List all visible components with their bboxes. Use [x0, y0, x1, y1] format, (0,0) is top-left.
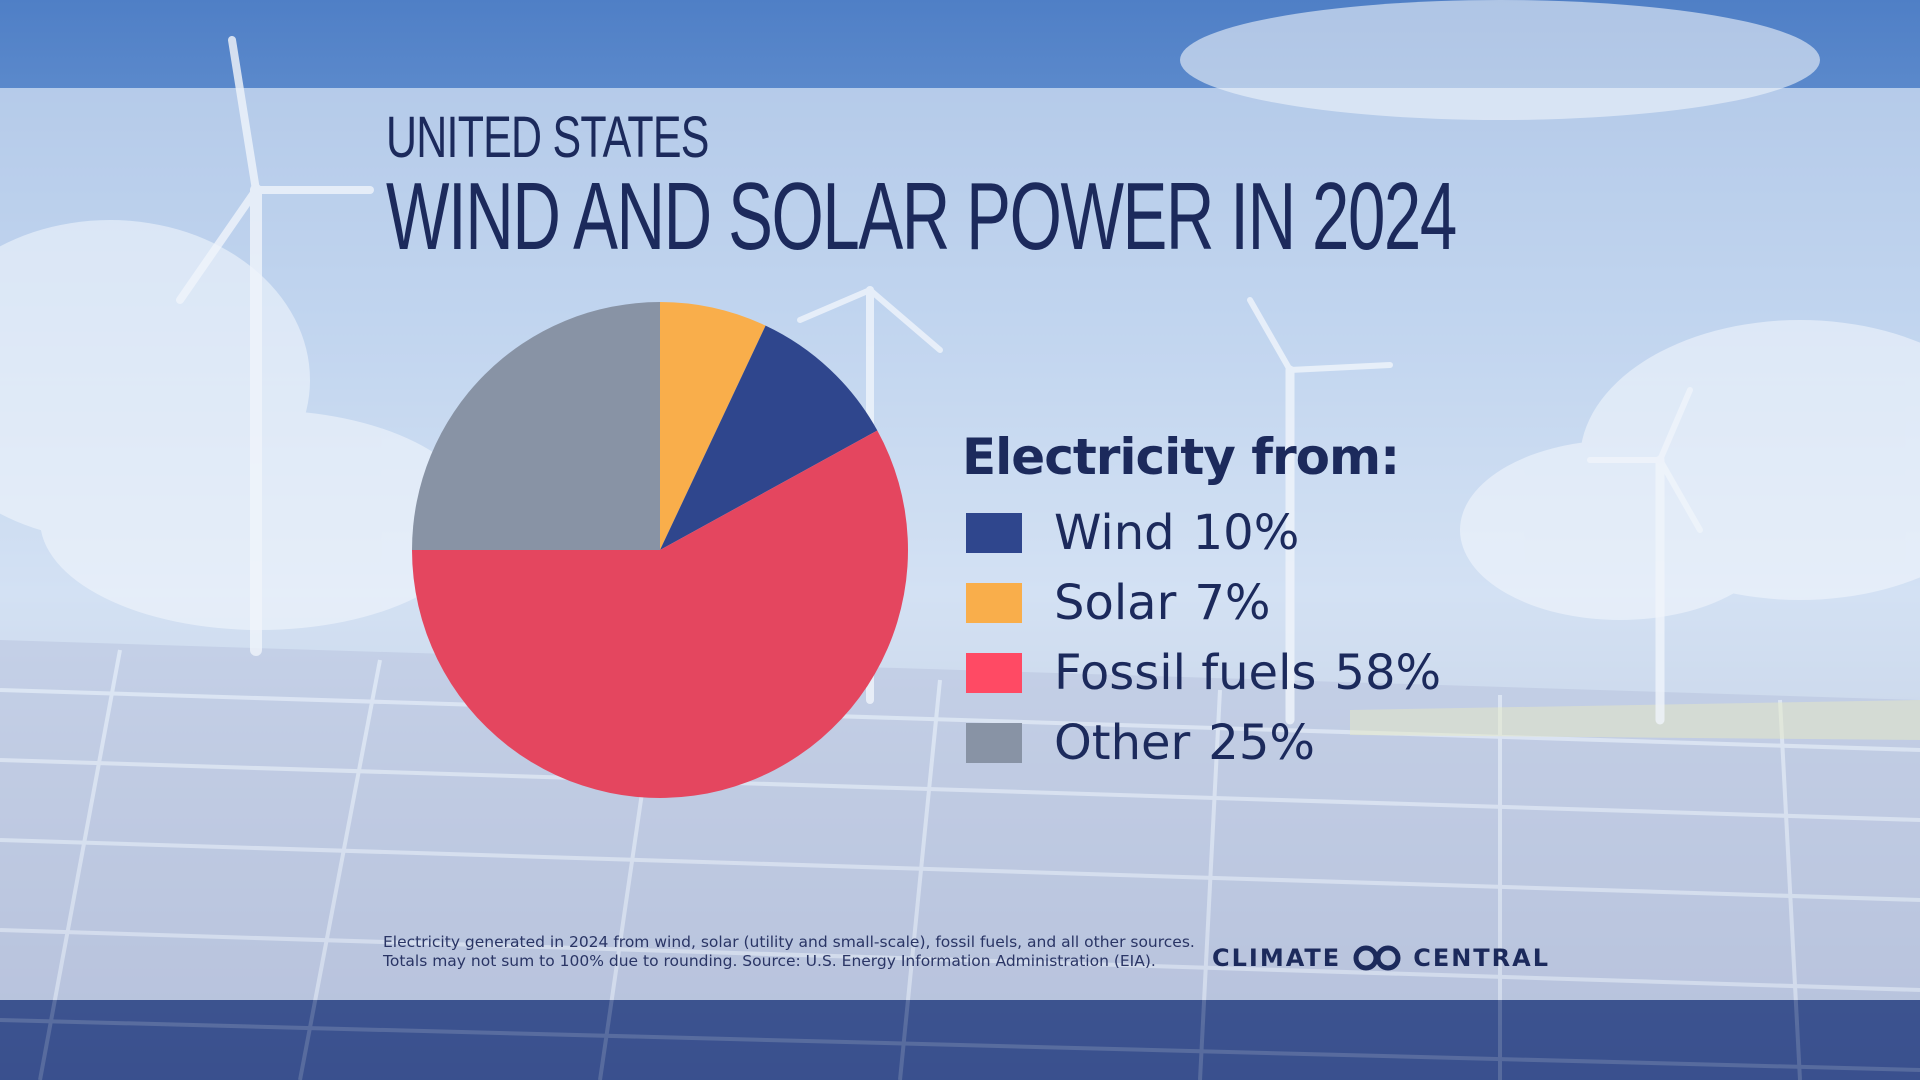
legend-value-wind: 10% [1192, 505, 1300, 561]
pie-slice-wind [660, 325, 878, 550]
legend-value-fossil-fuels: 58% [1334, 645, 1442, 701]
chart-title: WIND AND SOLAR POWER IN 2024 [386, 163, 1457, 270]
legend-item-solar: Solar 7% [962, 568, 1441, 638]
legend-label-fossil-fuels: Fossil fuels [1054, 645, 1317, 701]
pie-slice-other [412, 302, 660, 550]
legend-item-other: Other 25% [962, 708, 1441, 778]
legend-item-wind: Wind 10% [962, 498, 1441, 568]
legend-swatch-other [966, 723, 1022, 763]
footnote-line-2: Totals may not sum to 100% due to roundi… [383, 952, 1156, 970]
legend-label-wind: Wind [1054, 505, 1175, 561]
pie-chart [412, 302, 908, 798]
pie-slice-solar [660, 302, 766, 550]
legend: Electricity from: Wind 10% Solar 7% Foss… [962, 428, 1441, 778]
legend-title: Electricity from: [962, 428, 1400, 486]
bottom-bar [0, 1000, 1920, 1080]
legend-label-other: Other [1054, 715, 1191, 771]
legend-value-solar: 7% [1194, 575, 1271, 631]
legend-swatch-solar [966, 583, 1022, 623]
climate-central-logo: CLIMATE CENTRAL [1212, 944, 1550, 972]
legend-swatch-fossil-fuels [966, 653, 1022, 693]
pie-slice-fossil-fuels [412, 430, 908, 798]
footnote-line-1: Electricity generated in 2024 from wind,… [383, 933, 1195, 951]
legend-item-fossil-fuels: Fossil fuels 58% [962, 638, 1441, 708]
chart-subtitle: UNITED STATES [386, 105, 709, 170]
logo-text-right: CENTRAL [1413, 944, 1551, 972]
logo-rings-icon [1353, 945, 1401, 971]
content-panel [0, 88, 1920, 1000]
footnote: Electricity generated in 2024 from wind,… [383, 933, 1195, 971]
logo-text-left: CLIMATE [1212, 944, 1342, 972]
legend-label-solar: Solar [1054, 575, 1177, 631]
legend-swatch-wind [966, 513, 1022, 553]
legend-value-other: 25% [1208, 715, 1315, 771]
